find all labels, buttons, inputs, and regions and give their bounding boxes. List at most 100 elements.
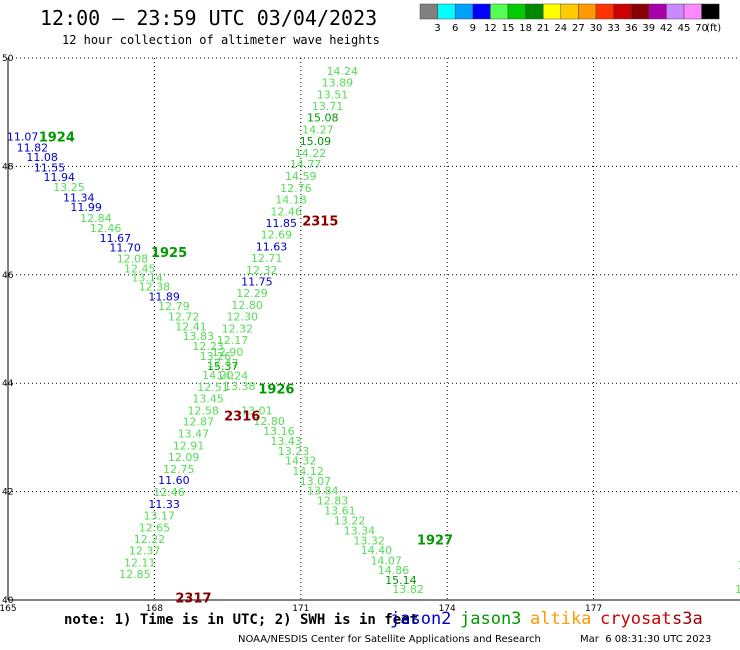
colorbar-tick-label: 33	[607, 23, 620, 34]
y-tick-label: 48	[2, 162, 14, 172]
wave-height-value: 12.51	[197, 381, 229, 394]
wave-height-value: 12.17	[217, 334, 249, 347]
wave-height-value: 11.89	[148, 290, 180, 303]
wave-height-value: 12.72	[168, 311, 200, 324]
wave-height-value: 11.70	[109, 242, 141, 255]
wave-height-value: 12.58	[187, 404, 219, 417]
wave-height-value: 14.59	[285, 170, 317, 183]
wave-height-value: 12.75	[163, 463, 195, 476]
wave-height-value: 11.55	[34, 161, 66, 174]
wave-height-readings: 11.0711.8211.0811.5511.9413.2511.3411.99…	[7, 65, 740, 596]
colorbar-tick-label: 12	[484, 23, 497, 34]
wave-height-value: 12.08	[117, 253, 149, 266]
wave-height-value: 12.91	[173, 440, 205, 453]
wave-height-value: 14.77	[290, 158, 322, 171]
track-label: 2315	[302, 215, 338, 230]
page-subtitle: 12 hour collection of altimeter wave hei…	[62, 33, 380, 47]
wave-height-value: 14.18	[275, 193, 307, 206]
colorbar-unit: (ft)	[706, 23, 721, 34]
colorbar-tick-label: 70	[695, 23, 708, 34]
wave-height-value: 12.32	[222, 322, 254, 335]
wave-height-value: 12.37	[129, 545, 161, 558]
colorbar-tick-label: 3	[434, 23, 440, 34]
y-tick-label: 42	[2, 488, 13, 498]
colorbar-tick-label: 15	[502, 23, 515, 34]
wave-height-value: 13.17	[144, 509, 176, 522]
generated-timestamp: Mar 6 08:31:30 UTC 2023	[580, 634, 712, 645]
wave-height-value: 13.34	[344, 525, 376, 538]
wave-height-value: 12.22	[134, 533, 166, 546]
wave-height-value: 13.89	[322, 76, 354, 89]
wave-height-value: 12.83	[317, 494, 349, 507]
x-tick-label: 168	[146, 604, 163, 614]
colorbar-tick-label: 24	[554, 23, 567, 34]
colorbar-tick-label: 9	[470, 23, 476, 34]
wave-height-value: 11.67	[100, 232, 132, 245]
wave-height-value: 14.40	[361, 544, 393, 557]
credit-line: NOAA/NESDIS Center for Satellite Applica…	[238, 634, 541, 645]
wave-height-value: 11.07	[7, 131, 39, 144]
wave-height-value: 12.76	[280, 182, 312, 195]
wave-height-value: 12.80	[231, 299, 263, 312]
colorbar-tick-label: 42	[660, 23, 673, 34]
x-tick-label: 177	[585, 604, 602, 614]
wave-height-value: 12.85	[119, 568, 151, 581]
wave-height-value: 12.29	[236, 287, 268, 300]
wave-height-value: 14.86	[378, 564, 410, 577]
wave-height-value: 1	[738, 559, 740, 572]
footer-note: note: 1) Time is in UTC; 2) SWH is in fe…	[64, 612, 419, 628]
wave-height-value: 11.85	[266, 217, 298, 230]
wave-height-value: 13.38	[224, 380, 256, 393]
colorbar-tick-label: 6	[452, 23, 458, 34]
wave-height-value: 12.46	[90, 222, 122, 235]
wave-height-value: 14.22	[295, 147, 327, 160]
colorbar-tick-label: 18	[519, 23, 532, 34]
wave-height-value: 14.20	[202, 369, 234, 382]
wave-height-value: 12.71	[251, 252, 283, 265]
wave-height-value: 14.07	[370, 554, 402, 567]
x-tick-label: 165	[0, 604, 17, 614]
wave-height-value: 11.08	[26, 151, 58, 164]
wave-height-value: 12.11	[124, 557, 156, 570]
mission-jason2: jason2	[390, 609, 452, 629]
wave-height-value: 13.84	[307, 485, 339, 498]
wave-height-value: 13.26	[200, 350, 232, 363]
colorbar-tick-label: 21	[537, 23, 550, 34]
wave-height-value: 13.23	[278, 445, 310, 458]
wave-height-value: 12.84	[80, 212, 112, 225]
wave-height-value: 14.24	[327, 65, 359, 78]
wave-height-value: 14.27	[302, 124, 334, 137]
wave-height-value: 12.46	[153, 486, 185, 499]
wave-height-value: 13.25	[53, 181, 85, 194]
wave-height-value: 13.14	[131, 272, 163, 285]
colorbar-tick-label: 45	[678, 23, 691, 34]
wave-height-value: 13.01	[241, 404, 273, 417]
wave-height-value: 12.32	[246, 264, 278, 277]
wave-height-value: 15.37	[207, 360, 239, 373]
wave-height-value: 13.16	[263, 425, 295, 438]
colorbar-tick-label: 39	[642, 23, 655, 34]
wave-height-value: 12.38	[139, 281, 171, 294]
wave-height-value: 12.87	[183, 416, 215, 429]
wave-height-value: 12.79	[158, 300, 190, 313]
mission-jason3: jason3	[460, 609, 522, 629]
wave-height-value: 12.30	[226, 311, 258, 324]
color-scale-legend: 3 6 9 12 15 18 21 24 27 30 33 36 39 42 45 70(ft)	[419, 3, 721, 34]
wave-height-value: 14.32	[285, 455, 317, 468]
track-label: 2316	[224, 410, 260, 425]
wave-height-value: 12.69	[261, 229, 293, 242]
wave-height-value: 12.47	[207, 357, 239, 370]
wave-height-value: 13.07	[300, 475, 332, 488]
page-title: 12:00 – 23:59 UTC 03/04/2023	[40, 6, 378, 30]
x-tick-label: 174	[439, 604, 456, 614]
mission-altika: altika	[530, 609, 592, 629]
wave-height-value: 13.32	[353, 534, 385, 547]
mission-cryosat: cryosat	[600, 609, 672, 629]
wave-height-value: 15.08	[307, 112, 339, 125]
track-label: 1926	[258, 383, 294, 398]
wave-height-value: 13.51	[317, 88, 349, 101]
track-labels: 1924 1925 2315 1926 2316 1927 2317	[39, 131, 453, 607]
wave-height-value: 15.09	[300, 135, 332, 148]
